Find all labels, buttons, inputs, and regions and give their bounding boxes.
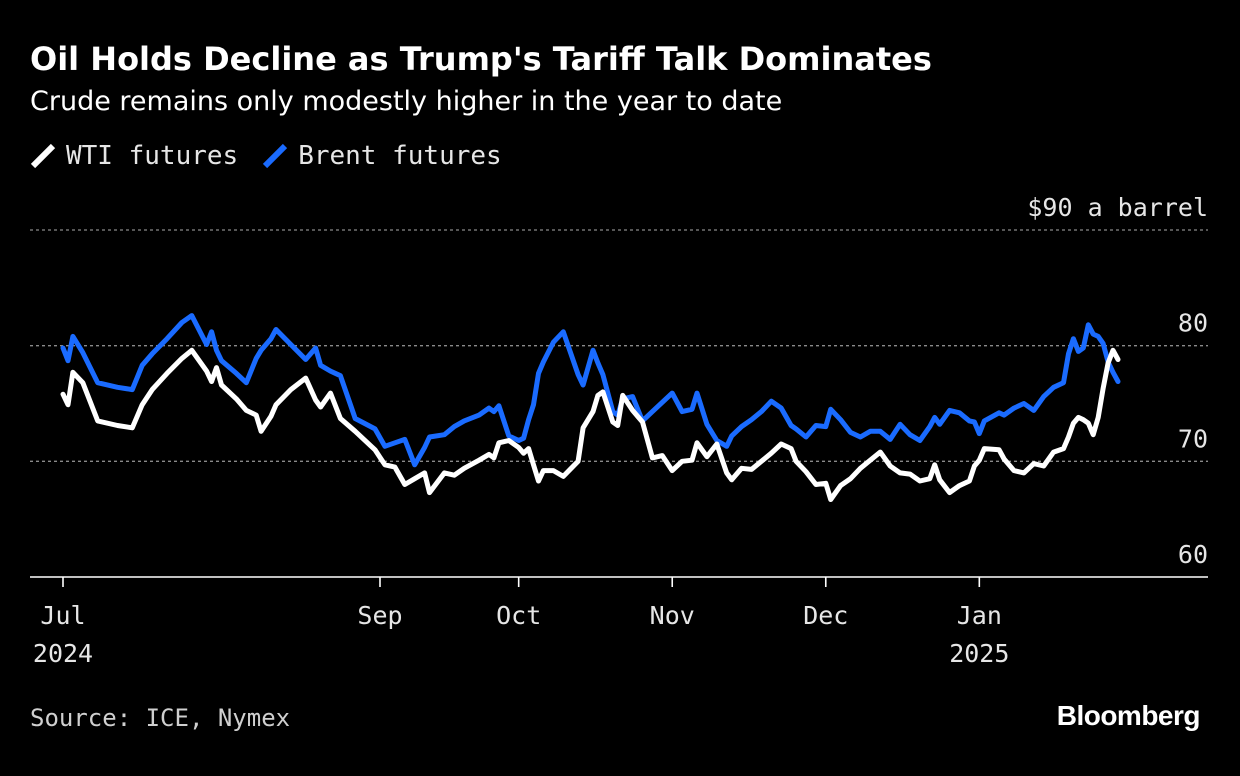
source-note: Source: ICE, Nymex (30, 704, 291, 732)
y-tick-label-80: 80 (1178, 309, 1208, 338)
y-tick-label-60: 60 (1178, 540, 1208, 569)
legend-item-wti: WTI futures (30, 141, 238, 171)
x-tick-label-jul: Jul (40, 601, 85, 630)
series-line-brent-futures (60, 313, 1121, 468)
legend-label-brent: Brent futures (298, 141, 502, 171)
bloomberg-logo: Bloomberg (1056, 700, 1201, 731)
legend-label-wti: WTI futures (66, 141, 239, 171)
x-tick-label-dec: Dec (803, 601, 848, 630)
x-tick-year-2025: 2025 (949, 639, 1009, 668)
x-tick-year-2024: 2024 (33, 639, 93, 668)
series-line-wti-futures (60, 347, 1121, 502)
x-tick-label-nov: Nov (650, 601, 695, 630)
wti-swatch-icon (30, 143, 56, 169)
brent-swatch-icon (262, 143, 288, 169)
legend: WTI futures Brent futures (30, 141, 526, 171)
chart-title: Oil Holds Decline as Trump's Tariff Talk… (30, 40, 932, 78)
chart-subtitle: Crude remains only modestly higher in th… (30, 86, 783, 117)
y-tick-label-90: $90 a barrel (1027, 193, 1208, 222)
x-tick-label-jan: Jan (957, 601, 1002, 630)
y-tick-label-70: 70 (1178, 424, 1208, 453)
x-tick-label-oct: Oct (496, 601, 541, 630)
legend-item-brent: Brent futures (262, 141, 502, 171)
x-tick-label-sep: Sep (357, 601, 402, 630)
